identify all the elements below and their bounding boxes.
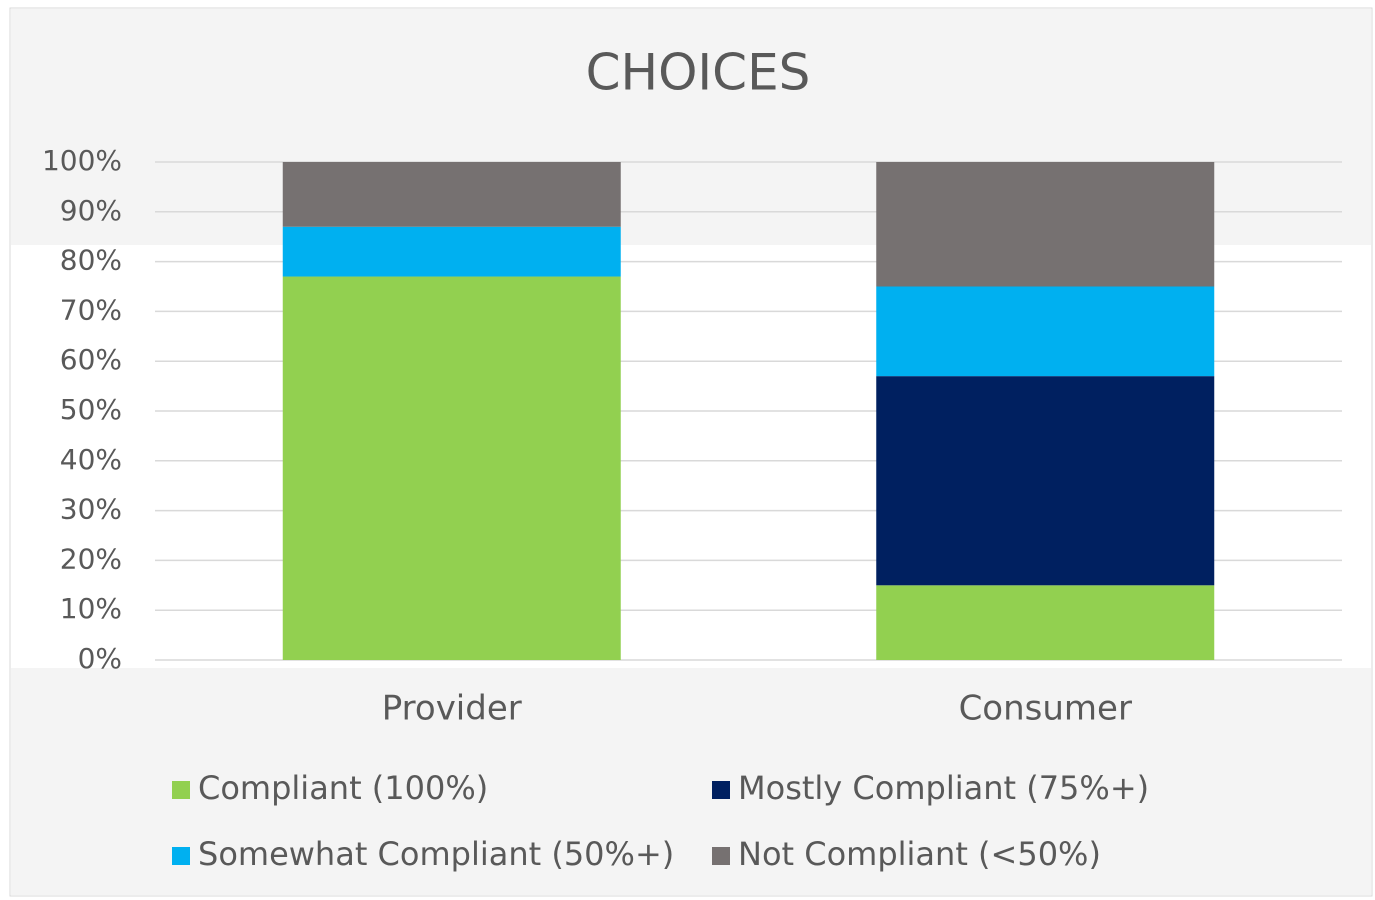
legend-swatch (172, 847, 190, 865)
chart-title: CHOICES (586, 44, 811, 102)
x-tick-label: Provider (382, 689, 522, 729)
y-tick-label: 100% (42, 144, 122, 177)
bar-segment (876, 162, 1215, 287)
y-tick-label: 60% (60, 343, 122, 376)
bar-segment (282, 162, 621, 227)
y-tick-label: 10% (60, 592, 122, 625)
y-tick-label: 40% (60, 443, 122, 476)
bottom-band (11, 668, 1371, 895)
y-tick-label: 50% (60, 393, 122, 426)
y-tick-label: 90% (60, 194, 122, 227)
bar-segment (876, 585, 1215, 660)
legend-swatch (712, 847, 730, 865)
bar-segment (876, 286, 1215, 377)
legend-label: Not Compliant (<50%) (738, 835, 1101, 873)
legend-label: Somewhat Compliant (50%+) (198, 835, 674, 873)
bar-segment (282, 276, 621, 660)
legend-label: Compliant (100%) (198, 769, 488, 807)
y-tick-label: 0% (78, 642, 122, 675)
legend-swatch (172, 781, 190, 799)
y-tick-label: 70% (60, 293, 122, 326)
y-tick-label: 20% (60, 542, 122, 575)
legend-swatch (712, 781, 730, 799)
bar-segment (282, 226, 621, 277)
y-tick-label: 80% (60, 244, 122, 277)
x-tick-label: Consumer (959, 689, 1132, 729)
bar-segment (876, 376, 1215, 586)
legend-label: Mostly Compliant (75%+) (738, 769, 1149, 807)
y-tick-label: 30% (60, 493, 122, 526)
